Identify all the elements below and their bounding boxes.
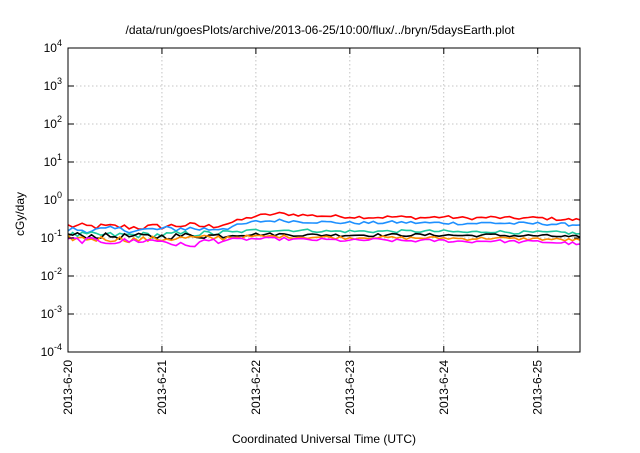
- series-line: [67, 211, 581, 230]
- x-tick-label: 2013-6-23: [343, 360, 357, 415]
- ticks: [67, 47, 580, 353]
- y-tick-label: 104: [44, 38, 62, 55]
- series-line: [67, 234, 581, 244]
- x-tick-label: 2013-6-22: [249, 360, 263, 415]
- y-tick-labels: 104 103 102 101 100 10-1 10-2 10-3 10-4: [41, 38, 62, 359]
- y-tick-label: 103: [44, 76, 62, 93]
- x-tick-labels: 2013-6-20 2013-6-21 2013-6-22 2013-6-23 2013…: [61, 360, 545, 415]
- x-axis-title: Coordinated Universal Time (UTC): [232, 432, 416, 446]
- y-tick-label: 10-2: [41, 266, 62, 283]
- y-tick-label: 10-1: [41, 228, 62, 245]
- x-tick-label: 2013-6-20: [61, 360, 75, 415]
- x-tick-label: 2013-6-21: [155, 360, 169, 415]
- x-tick-label: 2013-6-25: [531, 360, 545, 415]
- y-tick-label: 101: [44, 152, 62, 169]
- series-line: [67, 236, 581, 248]
- y-tick-label: 102: [44, 114, 62, 131]
- series-group: [67, 211, 581, 248]
- series-line: [67, 218, 581, 234]
- grid: [68, 48, 580, 352]
- y-axis-title: cGy/day: [13, 192, 27, 236]
- x-tick-label: 2013-6-24: [437, 360, 451, 415]
- y-tick-label: 10-3: [41, 304, 62, 321]
- y-tick-label: 10-4: [41, 342, 62, 359]
- chart-title: /data/run/goesPlots/archive/2013-06-25/1…: [126, 23, 516, 37]
- y-tick-label: 100: [44, 190, 62, 207]
